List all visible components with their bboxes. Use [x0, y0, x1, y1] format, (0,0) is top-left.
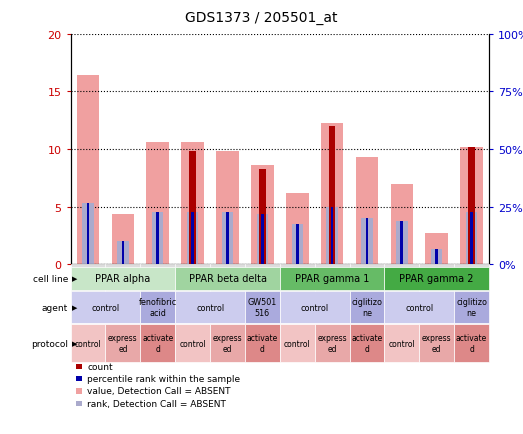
Text: control: control: [92, 303, 120, 312]
Bar: [331, 207, 334, 265]
Bar: [259, 169, 266, 265]
Text: GDS1373 / 205501_at: GDS1373 / 205501_at: [185, 11, 338, 25]
Bar: [296, 224, 299, 265]
Bar: [391, 184, 413, 265]
Bar: [156, 213, 159, 265]
Text: cell line: cell line: [32, 274, 68, 283]
Bar: [321, 123, 344, 265]
Text: protocol: protocol: [31, 339, 68, 348]
Bar: [361, 219, 372, 265]
Bar: [431, 250, 442, 265]
Text: activate
d: activate d: [142, 334, 174, 353]
Text: express
ed: express ed: [108, 334, 138, 353]
Bar: [356, 158, 378, 265]
Bar: [466, 213, 477, 265]
Text: count: count: [87, 362, 113, 371]
Text: ▶: ▶: [72, 340, 77, 346]
Bar: [77, 76, 99, 265]
Text: express
ed: express ed: [317, 334, 347, 353]
Text: control: control: [196, 303, 224, 312]
Bar: [425, 233, 448, 265]
Bar: [470, 213, 473, 265]
Text: control: control: [301, 303, 329, 312]
Text: express
ed: express ed: [422, 334, 451, 353]
Text: PPAR beta delta: PPAR beta delta: [188, 274, 267, 284]
Text: activate
d: activate d: [456, 334, 487, 353]
Bar: [261, 214, 264, 265]
Text: GW501
516: GW501 516: [248, 298, 277, 317]
Text: PPAR gamma 1: PPAR gamma 1: [295, 274, 369, 284]
Text: PPAR alpha: PPAR alpha: [95, 274, 151, 284]
Text: ciglitizo
ne: ciglitizo ne: [456, 298, 487, 317]
Text: ciglitizo
ne: ciglitizo ne: [351, 298, 382, 317]
Bar: [146, 143, 169, 265]
Bar: [216, 152, 239, 265]
Bar: [121, 242, 124, 265]
Bar: [469, 148, 475, 265]
Text: agent: agent: [42, 303, 68, 312]
Text: activate
d: activate d: [247, 334, 278, 353]
Bar: [87, 204, 89, 265]
Text: PPAR gamma 2: PPAR gamma 2: [400, 274, 474, 284]
Text: activate
d: activate d: [351, 334, 383, 353]
Bar: [181, 143, 204, 265]
Bar: [187, 213, 198, 265]
Bar: [460, 148, 483, 265]
Bar: [329, 127, 335, 265]
Bar: [326, 207, 338, 265]
Text: control: control: [389, 339, 415, 348]
Bar: [401, 221, 403, 265]
Text: express
ed: express ed: [213, 334, 242, 353]
Bar: [435, 250, 438, 265]
Text: value, Detection Call = ABSENT: value, Detection Call = ABSENT: [87, 387, 231, 395]
Text: control: control: [75, 339, 101, 348]
Bar: [83, 204, 94, 265]
Text: control: control: [179, 339, 206, 348]
Text: fenofibric
acid: fenofibric acid: [139, 298, 177, 317]
Text: ▶: ▶: [72, 276, 77, 282]
Bar: [251, 166, 274, 265]
Bar: [292, 224, 303, 265]
Bar: [191, 213, 194, 265]
Text: control: control: [284, 339, 311, 348]
Text: rank, Detection Call = ABSENT: rank, Detection Call = ABSENT: [87, 399, 226, 408]
Bar: [286, 194, 309, 265]
Bar: [366, 219, 368, 265]
Bar: [222, 213, 233, 265]
Bar: [257, 214, 268, 265]
Bar: [189, 152, 196, 265]
Text: control: control: [405, 303, 434, 312]
Text: percentile rank within the sample: percentile rank within the sample: [87, 375, 241, 383]
Bar: [396, 221, 407, 265]
Bar: [226, 213, 229, 265]
Bar: [111, 214, 134, 265]
Bar: [152, 213, 164, 265]
Text: ▶: ▶: [72, 305, 77, 310]
Bar: [117, 242, 129, 265]
